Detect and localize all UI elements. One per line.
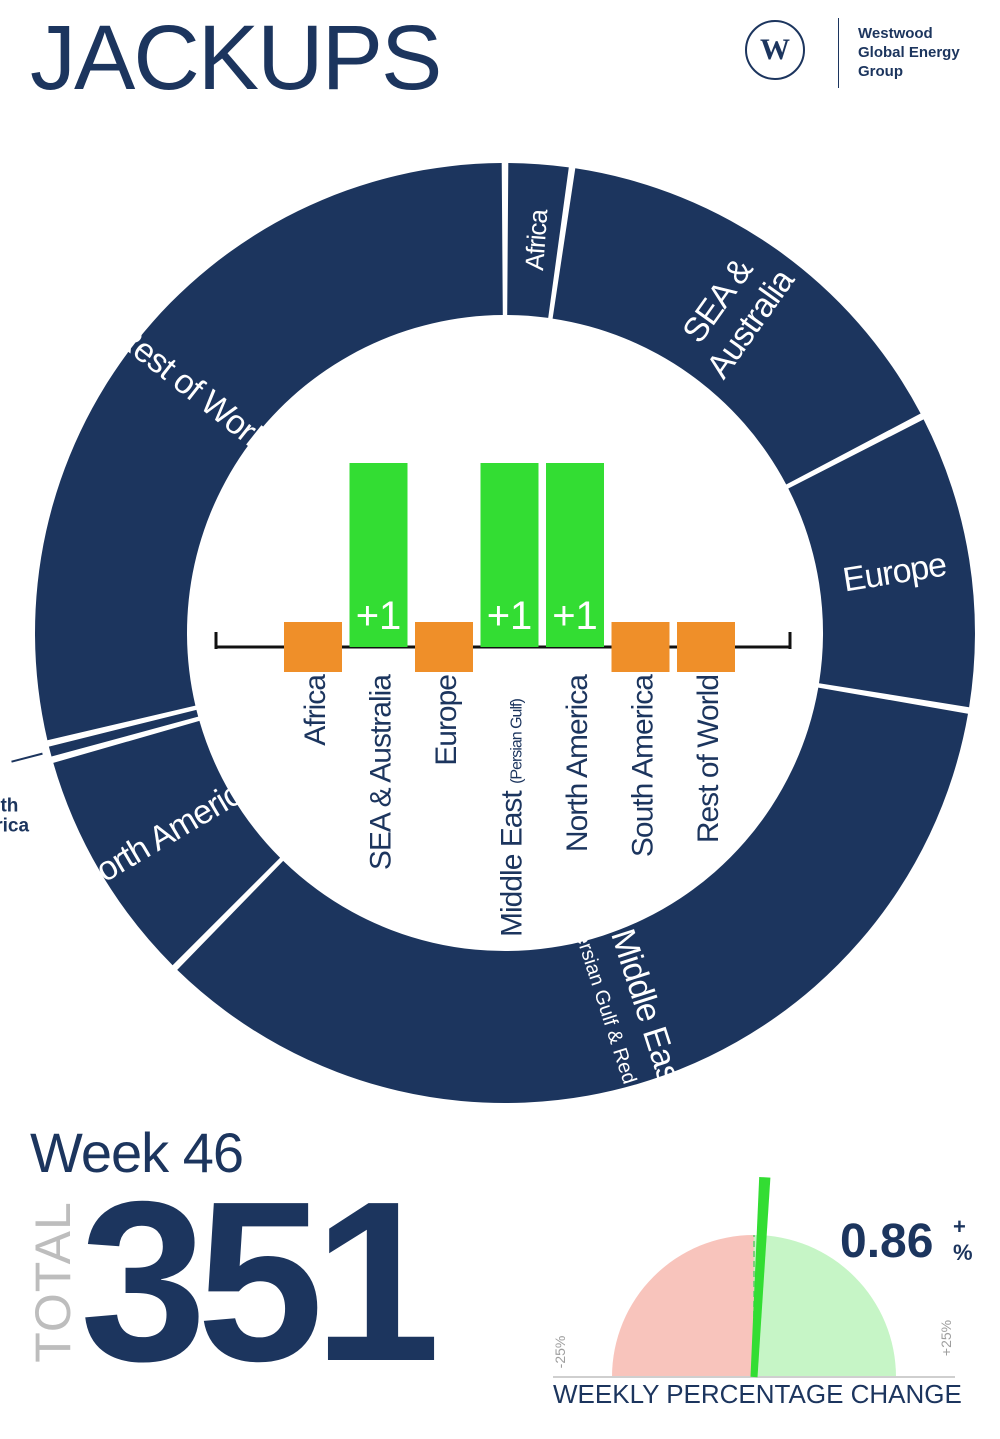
bar-sea-australia [349, 463, 408, 647]
brand-line-1: Westwood [858, 25, 933, 42]
slice-label-south-america: America [0, 816, 29, 837]
bar-tick-label-sea-australia: SEA & Australia [365, 674, 398, 870]
bar-middle-east [480, 463, 539, 647]
donut-slice-sea-australia [552, 168, 921, 485]
bar-data-label-sea-australia: +1 [356, 594, 402, 638]
gauge-percent-symbol: % [953, 1240, 973, 1265]
gauge-sign: + [953, 1214, 966, 1239]
bar-data-label-middle-east: +1 [487, 594, 533, 638]
gauge-needle [750, 1177, 771, 1378]
gauge-positive-half [754, 1235, 896, 1377]
donut-slice-north-america [53, 720, 281, 966]
bar-tick-label-europe: Europe [430, 675, 463, 766]
donut-slice-rest-of-world [35, 163, 503, 741]
page-title: JACKUPS [30, 7, 442, 109]
logo-circle-icon [745, 20, 805, 80]
bar-tick-label-africa: Africa [299, 674, 332, 746]
brand-name: Westwood Global Energy Group [858, 24, 998, 81]
bar-africa [284, 622, 342, 672]
week-label: Week 46 [30, 1121, 244, 1184]
gauge-value: 0.86 [840, 1215, 934, 1268]
bar-tick-label-rest-of-world: Rest of World [692, 675, 725, 843]
slice-label-south-america: South [0, 796, 18, 817]
bar-tick-label-north-america: North America [561, 674, 594, 852]
gauge-negative-half [612, 1235, 754, 1377]
total-value: 351 [80, 1155, 440, 1409]
brand-line-3: Group [858, 63, 903, 80]
bar-data-label-north-america: +1 [552, 594, 598, 638]
leader-line-south-america [11, 752, 43, 763]
brand-line-2: Global Energy [858, 44, 960, 61]
gauge-caption: WEEKLY PERCENTAGE CHANGE [553, 1379, 962, 1409]
brand-logo: W Westwood Global Energy Group [745, 18, 995, 90]
gauge-min-label: -25% [552, 1335, 568, 1369]
bar-rest-of-world [677, 622, 735, 672]
bar-tick-label-middle-east: Middle East (Persian Gulf) [496, 699, 529, 937]
bar-tick-label-south-america: South America [627, 674, 660, 857]
logo-divider [838, 18, 839, 88]
donut-slice-europe [788, 419, 975, 708]
bar-south-america [611, 622, 670, 672]
bar-north-america [546, 463, 604, 647]
slice-label-group-africa: Africa [519, 207, 553, 271]
donut-slice-south-america [48, 709, 199, 757]
logo-letter: W [760, 33, 790, 66]
total-label: TOTAL [25, 1201, 81, 1363]
slice-label-africa: Africa [519, 207, 553, 271]
donut-slice-middle-east [177, 687, 968, 1104]
donut-slice-africa [507, 163, 569, 318]
gauge-max-label: +25% [938, 1319, 954, 1357]
bar-europe [415, 622, 473, 672]
